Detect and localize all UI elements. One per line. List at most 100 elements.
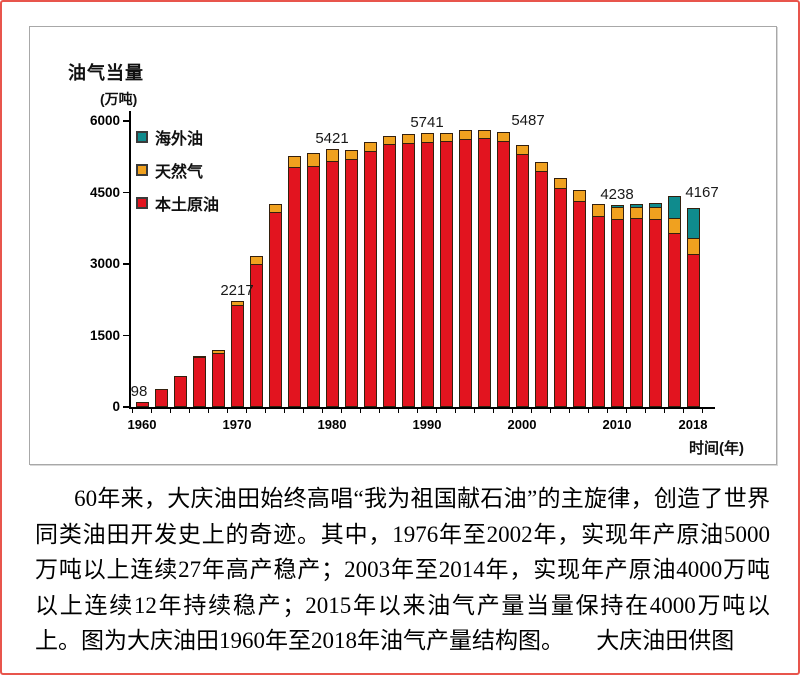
legend-swatch-natural-gas <box>136 163 148 176</box>
legend-label-overseas-oil: 海外油 <box>155 130 204 148</box>
bar-1990-natural-gas-segment <box>421 134 433 143</box>
bar-2018-natural-gas-segment <box>687 239 699 256</box>
y-axis-line <box>129 111 131 409</box>
y-axis-tick <box>123 263 131 265</box>
value-label-1970: 2217 <box>220 282 254 300</box>
x-axis-tick <box>606 407 609 413</box>
x-axis-label-1990: 1990 <box>412 417 442 432</box>
value-label-1980: 5421 <box>315 129 349 147</box>
legend-item-natural-gas: 天然气 <box>136 159 219 181</box>
x-axis-tick <box>530 407 533 413</box>
x-axis-tick <box>302 407 305 413</box>
y-axis-tick <box>123 120 131 122</box>
bar-1984 <box>363 142 377 407</box>
bar-1982 <box>344 150 358 407</box>
x-axis-tick <box>625 407 628 413</box>
x-axis-tick <box>587 407 590 413</box>
bar-2004 <box>553 177 567 407</box>
x-axis-tick <box>169 407 172 413</box>
bar-1998 <box>496 131 510 407</box>
bar-2002 <box>534 161 548 407</box>
x-axis-label-2010: 2010 <box>602 417 632 432</box>
y-axis-tick-label: 1500 <box>89 327 120 343</box>
caption-credit: 大庆油田供图 <box>596 628 735 653</box>
x-axis-tick <box>283 407 286 413</box>
bar-2002-natural-gas-segment <box>535 162 547 173</box>
bar-2016 <box>667 195 681 407</box>
plot-area: 0 1500 3000 4500 6000 1960 1970 1980 1990 2000 201… <box>30 27 776 464</box>
x-axis-tick <box>245 407 248 413</box>
value-label-2010: 4238 <box>600 185 634 203</box>
bar-2018-overseas-oil-segment <box>687 209 699 240</box>
x-axis-tick <box>663 407 666 413</box>
legend-label-natural-gas: 天然气 <box>155 163 204 181</box>
bar-1992-natural-gas-segment <box>440 133 452 143</box>
bar-1962 <box>154 389 168 407</box>
bar-2014 <box>648 203 662 407</box>
value-label-2000: 5487 <box>511 112 545 130</box>
x-axis-line <box>129 407 715 409</box>
y-axis-tick-label: 3000 <box>89 256 120 271</box>
value-label-2018: 4167 <box>685 184 719 202</box>
bar-2006-natural-gas-segment <box>573 190 585 202</box>
bar-1986 <box>382 135 396 407</box>
bar-1980 <box>325 148 339 407</box>
bar-1988 <box>401 134 415 407</box>
bar-1976 <box>287 155 301 407</box>
bar-2016-natural-gas-segment <box>668 218 680 234</box>
bar-1972-natural-gas-segment <box>250 256 262 265</box>
bar-1992 <box>439 132 453 407</box>
x-axis-label-2018: 2018 <box>678 417 708 432</box>
bar-1994 <box>458 130 472 407</box>
legend-swatch-overseas-oil <box>136 130 148 143</box>
y-axis-tick-label: 4500 <box>89 184 120 200</box>
figure-caption: 60年来，大庆油田始终高唱“我为祖国献石油”的主旋律，创造了世界同类油田开发史上… <box>35 481 770 659</box>
bar-2012-overseas-oil-segment <box>630 205 642 208</box>
value-label-1960: 98 <box>130 383 148 401</box>
x-axis-title: 时间(年) <box>689 440 744 457</box>
bar-1972 <box>249 255 263 407</box>
x-axis-tick <box>435 407 438 413</box>
bar-1996 <box>477 129 491 407</box>
y-axis-tick <box>123 334 131 337</box>
bar-2008-natural-gas-segment <box>592 205 604 218</box>
bar-2004-natural-gas-segment <box>554 178 566 189</box>
x-axis-tick <box>359 407 362 413</box>
x-axis-tick <box>492 407 495 413</box>
bar-1980-natural-gas-segment <box>326 149 338 163</box>
bar-2010-overseas-oil-segment <box>611 205 623 209</box>
x-axis-tick <box>188 407 191 413</box>
x-axis-tick <box>378 407 381 413</box>
bar-1968-natural-gas-segment <box>212 351 224 354</box>
bar-2012-natural-gas-segment <box>630 207 642 220</box>
bar-1976-natural-gas-segment <box>288 156 300 168</box>
x-axis-label-1970: 1970 <box>222 417 252 432</box>
bar-2012 <box>629 204 643 407</box>
bar-2010 <box>610 204 624 407</box>
bar-2016-overseas-oil-segment <box>668 196 680 219</box>
bar-1966-natural-gas-segment <box>193 356 205 358</box>
bar-1978 <box>306 153 320 407</box>
legend-item-domestic-crude: 本土原油 <box>136 192 219 214</box>
x-axis-tick <box>226 407 229 413</box>
bar-1990 <box>420 133 434 407</box>
x-axis-label-1960: 1960 <box>127 417 157 432</box>
x-axis-tick <box>644 407 647 413</box>
bar-1978-natural-gas-segment <box>307 154 319 167</box>
x-axis-tick <box>454 407 457 413</box>
y-axis-tick-label: 0 <box>112 399 120 414</box>
bar-2000 <box>515 145 529 407</box>
bar-1982-natural-gas-segment <box>345 151 357 161</box>
bar-1988-natural-gas-segment <box>402 135 414 144</box>
bar-1960 <box>135 402 149 407</box>
x-axis-tick <box>416 407 419 413</box>
x-axis-tick <box>568 407 571 413</box>
x-axis-tick <box>207 407 210 413</box>
x-axis-tick <box>131 407 134 413</box>
bar-2000-natural-gas-segment <box>516 146 528 156</box>
caption-text: 60年来，大庆油田始终高唱“我为祖国献石油”的主旋律，创造了世界同类油田开发史上… <box>35 486 771 653</box>
x-axis-label-1980: 1980 <box>317 417 347 432</box>
bar-2010-natural-gas-segment <box>611 208 623 220</box>
bar-1964 <box>173 376 187 407</box>
